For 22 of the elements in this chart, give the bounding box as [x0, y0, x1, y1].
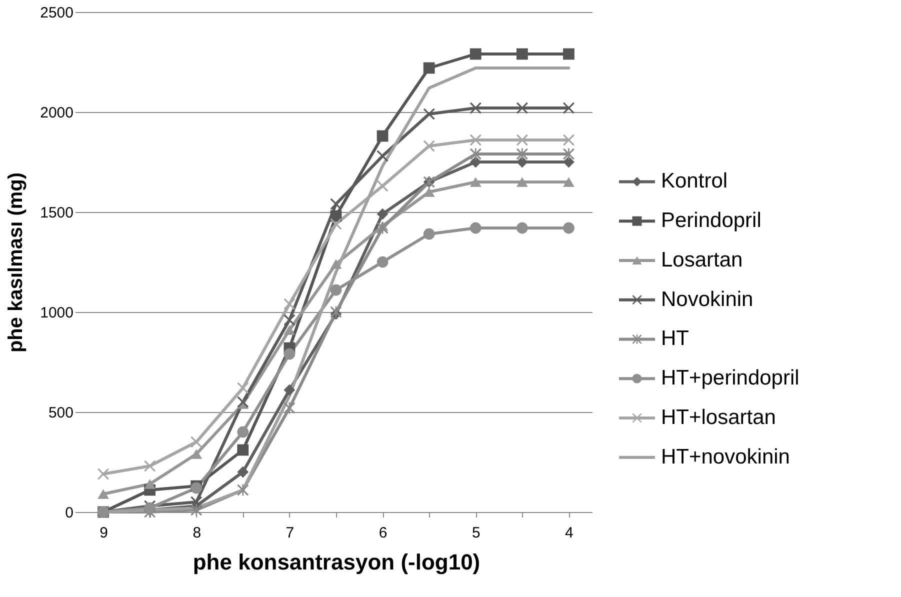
y-tick-label: 2500 — [40, 4, 74, 22]
legend-label: HT — [661, 327, 690, 350]
x-tick-label: 5 — [472, 524, 480, 542]
y-axis-title: phe kasılması (mg) — [5, 172, 28, 353]
legend-label: HT+novokinin — [661, 445, 790, 468]
legend-label: Perindopril — [661, 209, 762, 232]
x-tick-label: 8 — [192, 524, 202, 542]
legend-label: Losartan — [661, 248, 743, 272]
x-tick-label: 6 — [378, 524, 388, 542]
legend-label: Novokinin — [661, 288, 754, 311]
x-axis-title: phe konsantrasyon (-log10) — [192, 550, 480, 574]
y-tick-label: 2000 — [40, 104, 74, 122]
x-tick-label: 4 — [565, 524, 574, 542]
y-tick-label: 0 — [65, 504, 74, 522]
legend-label: HT+losartan — [661, 406, 776, 429]
y-tick-label: 500 — [48, 404, 74, 422]
y-tick-label: 1500 — [40, 204, 74, 222]
x-tick-label: 7 — [286, 524, 294, 542]
legend-label: Kontrol — [661, 170, 728, 193]
x-tick-label: 9 — [100, 524, 108, 542]
legend-label: HT+perindopril — [661, 366, 800, 390]
y-tick-label: 1000 — [40, 304, 74, 322]
